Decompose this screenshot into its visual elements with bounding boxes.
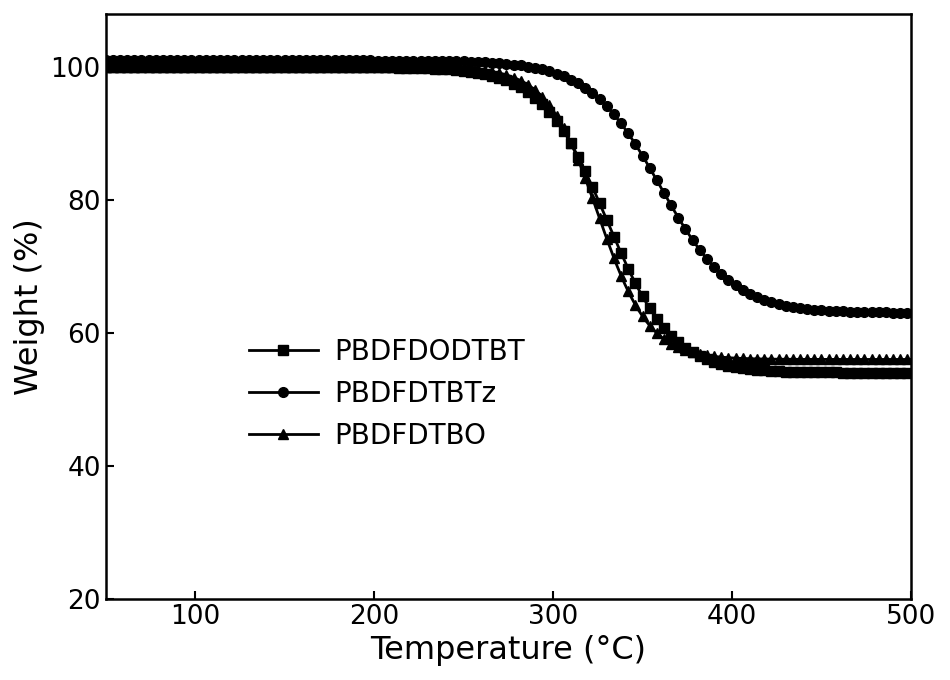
PBDFDTBO — [691, 350, 702, 358]
Line: PBDFDODTBT: PBDFDODTBT — [101, 62, 916, 377]
PBDFDTBO — [887, 356, 899, 364]
PBDFDODTBT — [691, 350, 702, 358]
PBDFDTBO — [640, 317, 652, 325]
X-axis label: Temperature (°C): Temperature (°C) — [370, 635, 646, 666]
PBDFDODTBT — [100, 63, 111, 71]
PBDFDTBTz — [604, 106, 616, 114]
PBDFDTBO — [604, 244, 616, 252]
PBDFDTBTz — [887, 309, 899, 317]
PBDFDTBTz — [100, 56, 111, 65]
PBDFDTBTz — [905, 309, 917, 317]
PBDFDTBO — [100, 63, 111, 71]
PBDFDTBTz — [691, 241, 702, 249]
PBDFDTBO — [543, 101, 555, 109]
PBDFDODTBT — [543, 108, 555, 116]
PBDFDODTBT — [887, 369, 899, 377]
Legend: PBDFDODTBT, PBDFDTBTz, PBDFDTBO: PBDFDODTBT, PBDFDTBTz, PBDFDTBO — [240, 330, 534, 458]
PBDFDODTBT — [640, 299, 652, 307]
PBDFDODTBT — [132, 63, 143, 71]
PBDFDTBTz — [543, 67, 555, 75]
PBDFDTBTz — [640, 158, 652, 166]
PBDFDTBO — [905, 356, 917, 364]
Line: PBDFDTBO: PBDFDTBO — [101, 62, 916, 364]
PBDFDTBTz — [132, 56, 143, 65]
Y-axis label: Weight (%): Weight (%) — [14, 218, 45, 394]
PBDFDTBO — [132, 63, 143, 71]
Line: PBDFDTBTz: PBDFDTBTz — [101, 56, 916, 318]
PBDFDODTBT — [905, 369, 917, 377]
PBDFDODTBT — [604, 224, 616, 233]
